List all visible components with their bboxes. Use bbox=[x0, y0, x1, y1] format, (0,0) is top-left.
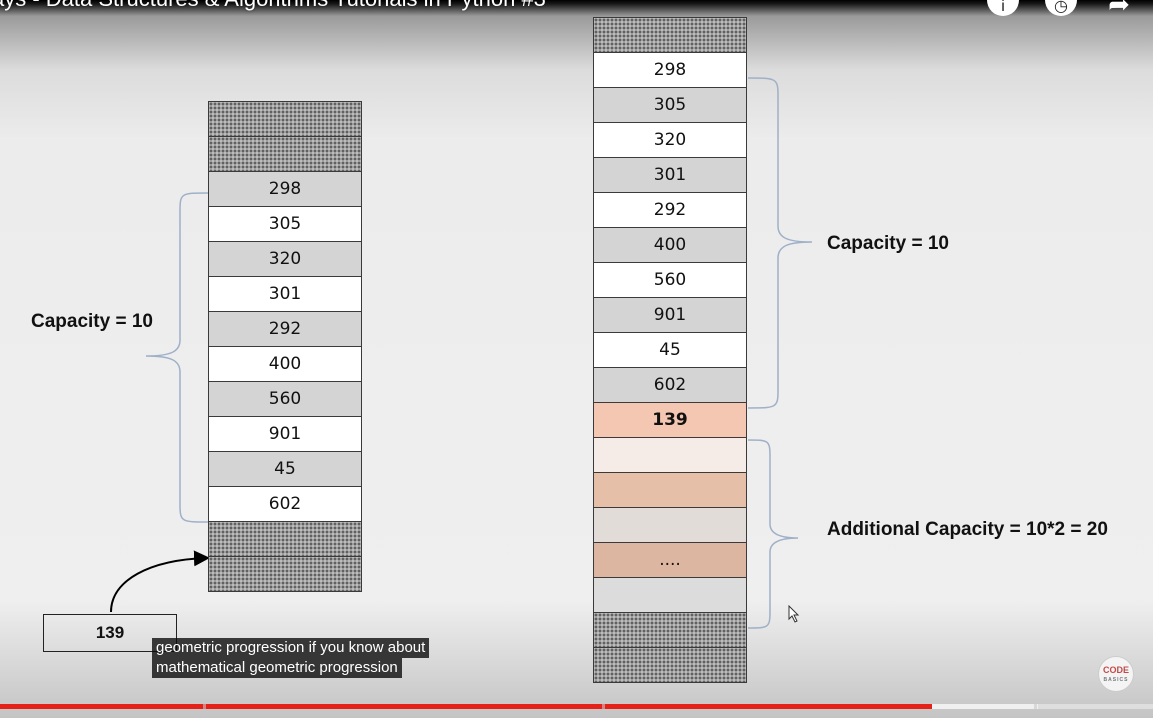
array-cell: 301 bbox=[593, 157, 747, 193]
left-memory-array: 298 305 320 301 292 400 560 901 45 602 bbox=[208, 101, 362, 592]
array-cell: 298 bbox=[208, 171, 362, 207]
array-cell-empty bbox=[208, 521, 362, 557]
subtitle-captions: geometric progression if you know about … bbox=[152, 638, 430, 678]
array-cell: 320 bbox=[593, 122, 747, 158]
array-cell: 602 bbox=[208, 486, 362, 522]
right-memory-array: 298 305 320 301 292 400 560 901 45 602 139.... bbox=[593, 17, 747, 683]
info-icon[interactable]: i bbox=[987, 0, 1019, 16]
array-cell-empty bbox=[593, 507, 747, 543]
array-cell-empty bbox=[593, 647, 747, 683]
subtitle-line: geometric progression if you know about bbox=[152, 638, 430, 658]
array-cell: .... bbox=[593, 542, 747, 578]
array-cell-empty bbox=[208, 556, 362, 592]
left-capacity-label: Capacity = 10 bbox=[31, 311, 153, 332]
additional-capacity-label: Additional Capacity = 10*2 = 20 bbox=[827, 519, 1108, 540]
array-cell: 298 bbox=[593, 52, 747, 88]
array-cell: 305 bbox=[593, 87, 747, 123]
chapter-marker bbox=[202, 704, 206, 709]
array-cell: 560 bbox=[593, 262, 747, 298]
video-progress-bar[interactable] bbox=[0, 704, 1153, 709]
array-cell: 400 bbox=[208, 346, 362, 382]
array-cell-empty bbox=[208, 101, 362, 137]
chapter-marker bbox=[601, 704, 605, 709]
codebasics-logo[interactable]: CODE BASICS bbox=[1098, 656, 1134, 692]
array-cell-empty bbox=[593, 472, 747, 508]
additional-capacity-brace bbox=[747, 439, 799, 629]
array-cell: 292 bbox=[593, 192, 747, 228]
array-cell: 305 bbox=[208, 206, 362, 242]
array-cell: 901 bbox=[593, 297, 747, 333]
clock-icon[interactable]: ◷ bbox=[1045, 0, 1077, 16]
array-cell: 602 bbox=[593, 367, 747, 403]
subtitle-line: mathematical geometric progression bbox=[152, 658, 402, 678]
array-cell-empty bbox=[208, 136, 362, 172]
array-cell-empty bbox=[593, 577, 747, 613]
progress-played bbox=[0, 704, 932, 709]
array-cell-empty bbox=[593, 17, 747, 53]
array-cell-empty bbox=[593, 612, 747, 648]
array-cell: 45 bbox=[593, 332, 747, 368]
array-cell: 320 bbox=[208, 241, 362, 277]
share-icon[interactable]: ➦ bbox=[1108, 0, 1130, 19]
right-capacity-label: Capacity = 10 bbox=[827, 233, 949, 254]
array-cell: 301 bbox=[208, 276, 362, 312]
array-cell: 400 bbox=[593, 227, 747, 263]
chapter-marker bbox=[1034, 704, 1038, 709]
array-cell: 560 bbox=[208, 381, 362, 417]
array-cell: 292 bbox=[208, 311, 362, 347]
new-element-box: 139 bbox=[43, 614, 177, 652]
right-capacity-brace bbox=[747, 77, 813, 409]
array-cell: 45 bbox=[208, 451, 362, 487]
array-cell: 139 bbox=[593, 402, 747, 438]
left-capacity-brace bbox=[145, 192, 209, 523]
video-title: ays - Data Structures & Algorithms Tutor… bbox=[0, 0, 546, 12]
mouse-cursor-icon bbox=[788, 605, 800, 623]
insert-arrow bbox=[110, 550, 210, 613]
array-cell-empty bbox=[593, 437, 747, 473]
array-cell: 901 bbox=[208, 416, 362, 452]
